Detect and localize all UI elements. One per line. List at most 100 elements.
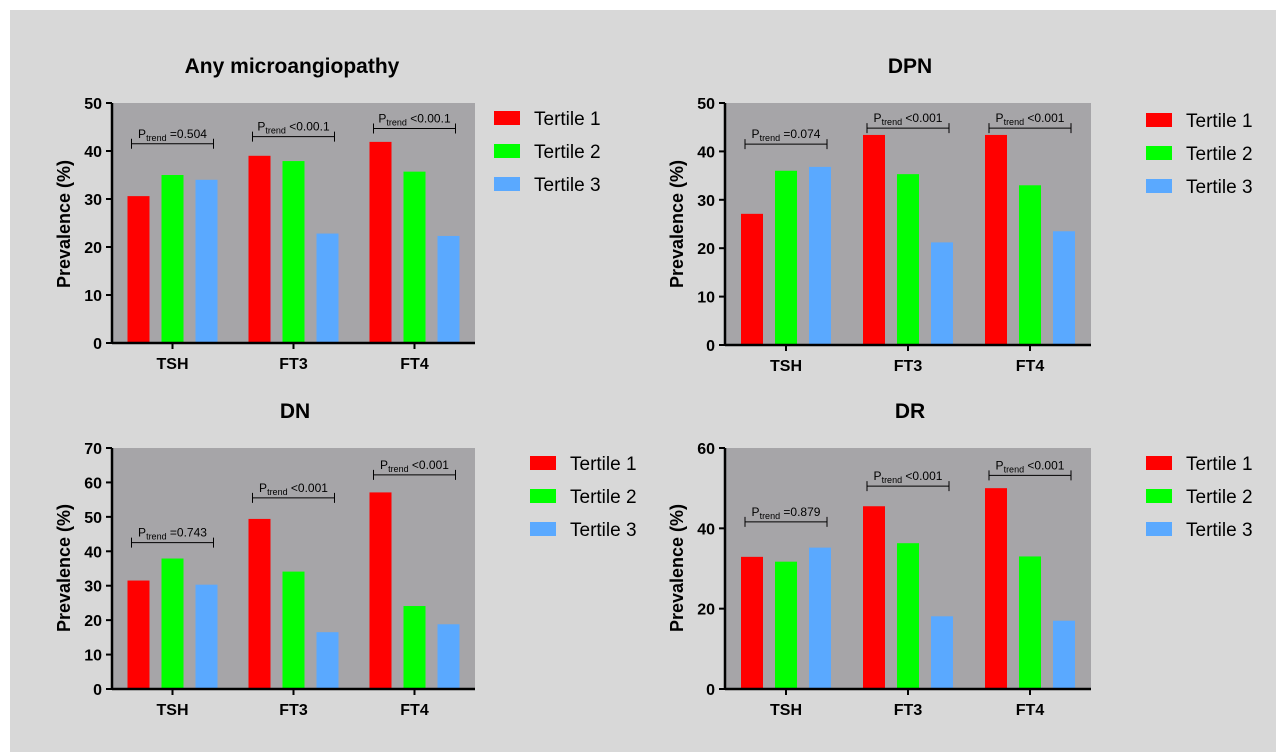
chart4-group: DRTSH FT3 FT4Ptrend =0.879Ptrend <0.001Ptr… (667, 400, 1253, 719)
chart4-bar-ft3-tertile2 (897, 543, 919, 689)
chart3-group: DN TSH FT3 FT4 Ptrend =0.743 Ptrend <0.001 Ptr… (54, 400, 637, 719)
chart3-bar-ft4-tertile3 (438, 624, 460, 689)
chart2-legend-label-tertile2: Tertile 2 (1186, 144, 1253, 165)
chart1-bar-tsh-tertile3 (196, 180, 218, 343)
chart2-bar-ft4-tertile2 (1019, 185, 1041, 345)
chart3-y-tick-label: 10 (84, 648, 102, 665)
chart3-bar-ft3-tertile2 (283, 572, 305, 689)
chart1-legend-swatch-tertile1 (494, 111, 520, 125)
chart4-legend-label-tertile2: Tertile 2 (1186, 487, 1253, 508)
chart2-bar-tsh-tertile1 (741, 214, 763, 345)
chart2-y-axis-label: Prevalence (%) (667, 160, 687, 288)
chart1-bar-ft4-tertile3 (438, 236, 460, 343)
chart4-bar-ft4-tertile2 (1019, 556, 1041, 689)
chart1-group: Any microangiopathy TSH FT3 FT4 Ptrend =0.50… (54, 55, 601, 373)
chart3-legend-label-tertile3: Tertile 3 (570, 520, 637, 541)
chart2-legend-swatch-tertile3 (1146, 179, 1172, 193)
chart3-legend-swatch-tertile1 (530, 456, 556, 470)
chart1-y-tick-label: 10 (84, 288, 102, 305)
chart3-bar-ft4-tertile2 (404, 606, 426, 689)
chart4-bar-ft3-tertile3 (931, 616, 953, 689)
chart1-bar-tsh-tertile2 (162, 175, 184, 343)
chart4-x-tick-label: FT4 (1016, 702, 1045, 719)
chart4-bar-tsh-tertile3 (809, 548, 831, 689)
chart3-y-tick-label: 30 (84, 579, 102, 596)
chart4-y-tick-label: 40 (697, 521, 715, 538)
chart2-x-tick-label: FT3 (894, 358, 923, 375)
chart3-y-tick-label: 0 (93, 682, 102, 699)
chart2-bar-ft4-tertile1 (985, 135, 1007, 345)
chart4-bar-ft3-tertile1 (863, 506, 885, 689)
chart1-y-tick-label: 50 (84, 96, 102, 113)
chart3-x-tick-label: FT4 (400, 702, 429, 719)
figure-panel: Any microangiopathy TSH FT3 FT4 Ptrend =0.50… (10, 10, 1276, 752)
chart2-y-tick-label: 0 (706, 338, 715, 355)
chart4-bar-ft4-tertile3 (1053, 621, 1075, 689)
chart3-bar-tsh-tertile3 (196, 585, 218, 689)
chart2-legend-swatch-tertile1 (1146, 113, 1172, 127)
chart3-y-tick-label: 20 (84, 613, 102, 630)
chart4-y-tick-label: 20 (697, 602, 715, 619)
chart1-legend-label-tertile3: Tertile 3 (534, 175, 601, 196)
chart3-y-axis-label: Prevalence (%) (54, 504, 74, 632)
chart3-bar-tsh-tertile2 (162, 559, 184, 689)
chart3-bar-ft3-tertile1 (249, 519, 271, 689)
chart2-bar-ft3-tertile2 (897, 174, 919, 345)
chart4-legend-swatch-tertile2 (1146, 489, 1172, 503)
chart1-bar-ft3-tertile1 (249, 156, 271, 343)
chart2-y-tick-label: 40 (697, 144, 715, 161)
chart1-y-tick-label: 20 (84, 240, 102, 257)
chart1-x-tick-label: FT4 (400, 356, 429, 373)
chart2-group: DPN TSH FT3 FT4 Ptrend =0.074 Ptrend <0.001 Pt… (667, 55, 1253, 375)
chart1-y-axis-label: Prevalence (%) (54, 160, 74, 288)
chart4-bar-ft4-tertile1 (985, 488, 1007, 689)
chart3-x-tick-label: TSH (157, 702, 189, 719)
chart1-bar-ft3-tertile3 (317, 234, 339, 343)
chart3-y-tick-label: 40 (84, 544, 102, 561)
chart3-x-tick-label: FT3 (279, 702, 308, 719)
chart4-bar-tsh-tertile1 (741, 557, 763, 689)
chart4-legend-label-tertile1: Tertile 1 (1186, 454, 1253, 475)
chart3-legend-label-tertile1: Tertile 1 (570, 454, 637, 475)
chart2-title: DPN (888, 55, 932, 78)
chart2-x-tick-label: FT4 (1016, 358, 1045, 375)
chart4-y-axis-label: Prevalence (%) (667, 504, 687, 632)
chart2-legend-swatch-tertile2 (1146, 146, 1172, 160)
chart2-bar-ft4-tertile3 (1053, 231, 1075, 345)
chart4-legend-swatch-tertile1 (1146, 456, 1172, 470)
chart1-legend-label-tertile2: Tertile 2 (534, 142, 601, 163)
chart4-x-tick-label: TSH (770, 702, 802, 719)
chart1-legend-swatch-tertile3 (494, 177, 520, 191)
chart3-bar-ft3-tertile3 (317, 632, 339, 689)
chart4-x-tick-label: FT3 (894, 702, 923, 719)
chart1-legend-swatch-tertile2 (494, 144, 520, 158)
chart1-x-tick-label: FT3 (279, 356, 308, 373)
chart3-y-tick-label: 60 (84, 475, 102, 492)
chart1-bar-tsh-tertile1 (128, 196, 150, 343)
chart2-legend-label-tertile1: Tertile 1 (1186, 111, 1253, 132)
chart3-legend-swatch-tertile2 (530, 489, 556, 503)
chart3-bar-ft4-tertile1 (370, 492, 392, 689)
chart4-legend-label-tertile3: Tertile 3 (1186, 520, 1253, 541)
chart2-x-tick-label: TSH (770, 358, 802, 375)
chart3-y-tick-label: 70 (84, 441, 102, 458)
chart1-x-tick-label: TSH (157, 356, 189, 373)
chart2-legend-label-tertile3: Tertile 3 (1186, 177, 1253, 198)
chart3-bar-tsh-tertile1 (128, 581, 150, 689)
chart2-y-tick-label: 50 (697, 96, 715, 113)
chart1-bar-ft4-tertile2 (404, 172, 426, 343)
chart2-bar-tsh-tertile3 (809, 167, 831, 345)
chart1-title: Any microangiopathy (185, 55, 400, 78)
figure-svg: Any microangiopathy TSH FT3 FT4 Ptrend =0.50… (10, 10, 1276, 752)
chart2-y-tick-label: 20 (697, 241, 715, 258)
chart3-title: DN (280, 400, 310, 423)
chart2-bar-ft3-tertile1 (863, 135, 885, 345)
chart3-legend-label-tertile2: Tertile 2 (570, 487, 637, 508)
chart2-bar-tsh-tertile2 (775, 171, 797, 345)
chart4-y-tick-label: 60 (697, 441, 715, 458)
chart3-legend-swatch-tertile3 (530, 522, 556, 536)
chart4-title: DR (895, 400, 925, 423)
chart1-legend-label-tertile1: Tertile 1 (534, 109, 601, 130)
chart4-bar-tsh-tertile2 (775, 562, 797, 689)
chart1-y-tick-label: 30 (84, 192, 102, 209)
